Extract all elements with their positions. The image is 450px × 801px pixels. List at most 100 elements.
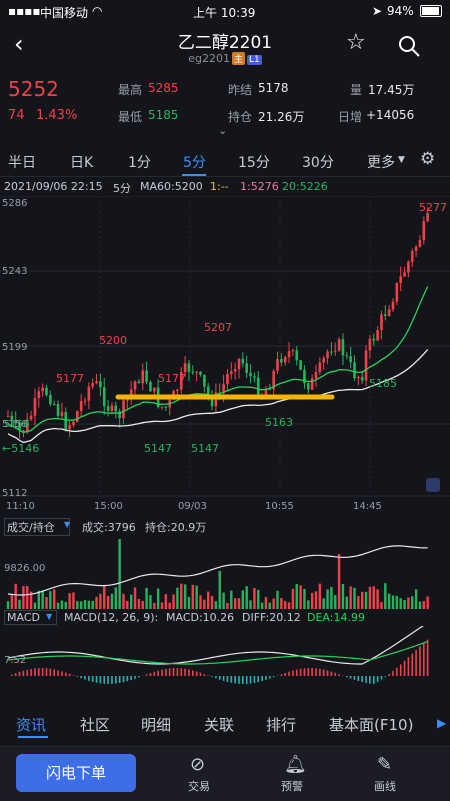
tab-related[interactable]: 关联 [204,716,235,734]
candle-body [76,411,79,422]
volume-bar [56,602,60,609]
draw-button[interactable]: ✎ 画线 [361,750,411,796]
candle-body [399,276,402,283]
trade-button[interactable]: ⊘ 交易 [175,750,225,796]
x-tick-1: 11:10 [6,501,35,510]
tab-more[interactable]: 更多 [367,155,395,171]
tab-half-day[interactable]: 半日 [8,155,36,171]
volume-bar [233,598,237,609]
tab-5min[interactable]: 5分 [183,155,206,171]
macd-selector-caret-icon[interactable]: ▼ [46,612,53,621]
candle-body [222,384,225,394]
candle-body [145,370,148,382]
candle-body [326,351,329,359]
volume-bar [203,599,206,609]
annotation-peak1: 5200 [99,334,127,347]
volume-selector[interactable]: 成交/持仓 [4,518,70,536]
tab-ranking[interactable]: 排行 [266,716,297,734]
tab-daily-k[interactable]: 日K [70,155,94,171]
wifi-icon: ◠ [92,4,103,18]
volume-bar [318,583,322,609]
volume-bar [241,590,245,609]
volume-bar [176,587,179,609]
volume-bar [14,583,17,609]
y-tick-3: 5199 [2,342,27,353]
volume-bar [156,588,160,609]
settings-gear-icon[interactable]: ⚙ [420,149,436,169]
volume-bar [303,588,306,609]
volume-bar [264,597,268,609]
tab-15min[interactable]: 15分 [238,155,270,171]
volume-bar [411,596,414,609]
period-tabs: 半日 日K 1分 5分 15分 30分 更多 ▼ ⚙ [0,146,450,177]
star-icon[interactable]: ☆ [346,30,366,55]
search-icon[interactable] [397,34,421,58]
candle-body [410,250,414,262]
more-caret-icon[interactable]: ▼ [398,155,405,165]
volume-chart[interactable]: 9826.00 [0,534,450,610]
volume-bar [361,591,364,609]
candle-body [164,406,168,408]
volume-bar [422,601,425,609]
volume-bar [49,591,52,609]
tab-30min[interactable]: 30分 [302,155,334,171]
expand-chevron-icon[interactable]: ⌄ [218,124,228,137]
volume-bar [137,598,141,609]
tab-fundamentals[interactable]: 基本面(F10) [329,716,414,734]
high-value: 5285 [148,81,179,95]
location-icon: ➤ [372,4,383,18]
y-tick-2: 5243 [2,266,27,277]
candle-body [206,386,210,396]
volume-bar [395,595,399,609]
volume-bar [37,590,40,609]
volume-bar [349,586,352,609]
candle-body [337,339,341,351]
volume-bar [334,595,337,609]
tab-news[interactable]: 资讯 [16,716,47,734]
instrument-code-row: eg2201 主 L1 [0,52,450,65]
chart-period: 5分 [113,182,131,195]
tabs-scroll-right-icon[interactable]: ▶ [437,716,447,730]
volume-bar [95,596,98,609]
candle-body [141,370,145,384]
volume-bar [68,593,71,609]
volume-bar [87,600,91,609]
volume-bar [76,601,79,609]
candle-body [380,314,383,331]
candle-body [268,389,272,391]
signal-icon: ▪▪▪▪ [8,4,41,18]
volume-selector-caret-icon[interactable]: ▼ [64,520,71,529]
ma20-line [7,286,429,434]
fullscreen-icon[interactable] [426,478,440,492]
ma-l-value: 1:5276 [240,180,279,193]
bottom-tab-underline [18,736,48,738]
back-icon[interactable]: ‹ [14,30,24,58]
flash-order-button[interactable]: 闪电下单 [16,754,136,792]
candle-body [318,362,322,373]
macd-selector[interactable]: MACD [4,610,57,625]
candle-body [14,419,17,424]
tab-details[interactable]: 明细 [141,716,172,734]
clock: 上午 10:39 [193,6,256,20]
candle-body [333,350,337,352]
tab-community[interactable]: 社区 [80,716,111,734]
candle-body [245,363,248,373]
volume-bar [391,595,395,609]
candle-body [395,282,399,302]
volume-bar [287,602,291,609]
candle-body [295,350,299,361]
volume-bar [364,591,368,609]
candle-body [110,405,114,411]
volume-bar [226,602,229,609]
candle-body [314,372,318,379]
candlestick-chart[interactable]: 5286 5243 5199 5156 5112 5277 5200 5207 … [0,196,450,510]
candle-body [87,386,91,401]
tab-1min[interactable]: 1分 [128,155,151,171]
candle-body [272,370,275,390]
alert-button[interactable]: 🔔︎ 预警 [268,750,318,796]
volume-bar [426,596,429,609]
candle-body [414,246,418,251]
volume-bar [260,602,264,609]
macd-chart[interactable]: 7.52 [0,626,450,700]
candle-body [160,406,164,408]
